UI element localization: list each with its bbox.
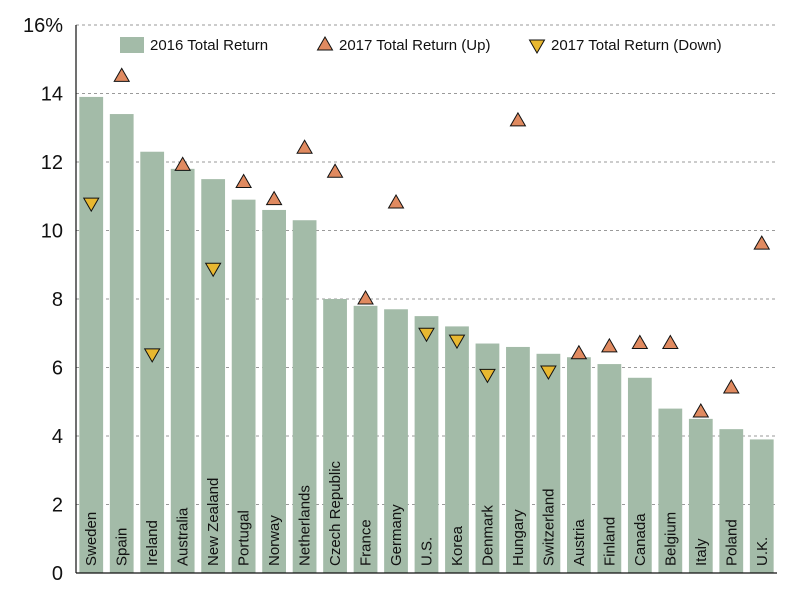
category-label: Belgium bbox=[662, 512, 679, 566]
bar bbox=[292, 220, 317, 573]
marker-down bbox=[479, 368, 496, 384]
y-tick-label: 16% bbox=[23, 15, 63, 37]
legend-swatch bbox=[316, 35, 334, 51]
category-label: Austria bbox=[571, 519, 588, 566]
category-label: New Zealand bbox=[205, 478, 222, 566]
bar bbox=[506, 346, 530, 573]
category-label: Czech Republic bbox=[327, 460, 344, 566]
marker-up bbox=[661, 334, 679, 349]
legend: 2016 Total Return 2017 Total Return (Up) 2… bbox=[106, 30, 746, 60]
y-tick-label: 6 bbox=[52, 358, 63, 380]
legend-label: 2017 Total Return (Down) bbox=[551, 37, 722, 54]
category-label: U.K. bbox=[754, 537, 771, 566]
category-label: Denmark bbox=[479, 505, 496, 566]
bar bbox=[323, 299, 347, 573]
legend-swatch bbox=[528, 39, 546, 55]
marker-up bbox=[113, 67, 131, 82]
marker-up bbox=[296, 139, 313, 154]
category-label: Australia bbox=[175, 507, 192, 566]
category-label: Canada bbox=[632, 513, 649, 566]
marker-up bbox=[722, 378, 740, 394]
category-label: Italy bbox=[693, 538, 710, 566]
category-label: U.S. bbox=[419, 537, 436, 566]
bar bbox=[231, 199, 256, 574]
y-tick-label: 10 bbox=[41, 221, 63, 243]
category-label: Ireland bbox=[144, 520, 161, 566]
category-label: Norway bbox=[266, 515, 283, 566]
category-label: Poland bbox=[723, 519, 740, 566]
bar bbox=[719, 429, 744, 573]
bar bbox=[536, 353, 561, 573]
marker-up bbox=[631, 334, 649, 349]
marker-down bbox=[448, 334, 466, 350]
category-label: Sweden bbox=[83, 512, 100, 566]
category-label: Finland bbox=[601, 517, 618, 566]
bar bbox=[201, 179, 226, 573]
legend-label: 2016 Total Return bbox=[150, 37, 268, 54]
bar bbox=[688, 418, 713, 573]
y-tick-label: 14 bbox=[41, 84, 63, 106]
bar bbox=[414, 316, 439, 573]
bar bbox=[384, 309, 408, 573]
y-tick-label: 0 bbox=[52, 563, 63, 585]
category-label: Spain bbox=[114, 528, 131, 566]
markers bbox=[82, 67, 771, 418]
category-label: Hungary bbox=[510, 509, 527, 566]
bar bbox=[170, 168, 195, 573]
bar bbox=[475, 343, 500, 573]
category-label: France bbox=[358, 519, 375, 566]
bars bbox=[79, 96, 774, 574]
y-tick-label: 12 bbox=[41, 152, 63, 174]
bar bbox=[109, 114, 134, 574]
marker-down bbox=[143, 348, 161, 363]
bar bbox=[658, 408, 683, 573]
category-label: Korea bbox=[449, 525, 466, 566]
category-label: Germany bbox=[388, 504, 405, 566]
category-label: Switzerland bbox=[540, 488, 557, 566]
category-label: Portugal bbox=[236, 510, 253, 566]
marker-up bbox=[570, 344, 588, 360]
category-label: Netherlands bbox=[297, 485, 314, 566]
y-tick-label: 8 bbox=[52, 289, 63, 311]
marker-up bbox=[601, 337, 618, 353]
marker-up bbox=[387, 194, 405, 209]
marker-down bbox=[82, 197, 100, 213]
y-tick-label: 4 bbox=[52, 426, 63, 448]
marker-up bbox=[357, 289, 374, 305]
bar bbox=[445, 326, 469, 573]
bar bbox=[597, 364, 622, 573]
bar bbox=[749, 439, 774, 573]
marker-up bbox=[509, 111, 527, 127]
marker-up bbox=[265, 190, 283, 206]
bar bbox=[353, 305, 378, 573]
marker-down bbox=[540, 365, 557, 380]
bar bbox=[567, 357, 591, 573]
marker-up bbox=[235, 173, 252, 188]
marker-up bbox=[753, 235, 771, 250]
marker-up bbox=[692, 402, 710, 418]
bar bbox=[262, 209, 286, 573]
legend-label: 2017 Total Return (Up) bbox=[339, 37, 490, 54]
axes: 0 2 4 6 8 10 12 14 16% bbox=[23, 15, 777, 585]
bar bbox=[627, 377, 652, 573]
marker-up bbox=[174, 156, 192, 171]
y-tick-label: 2 bbox=[52, 495, 63, 517]
category-labels: Sweden Spain Ireland Australia New Zealand Po… bbox=[83, 460, 771, 566]
bar bbox=[79, 96, 104, 574]
marker-down bbox=[204, 262, 222, 278]
legend-background bbox=[106, 30, 746, 60]
marker-up bbox=[326, 163, 344, 178]
legend-swatch bbox=[120, 37, 144, 53]
marker-down bbox=[418, 327, 435, 343]
